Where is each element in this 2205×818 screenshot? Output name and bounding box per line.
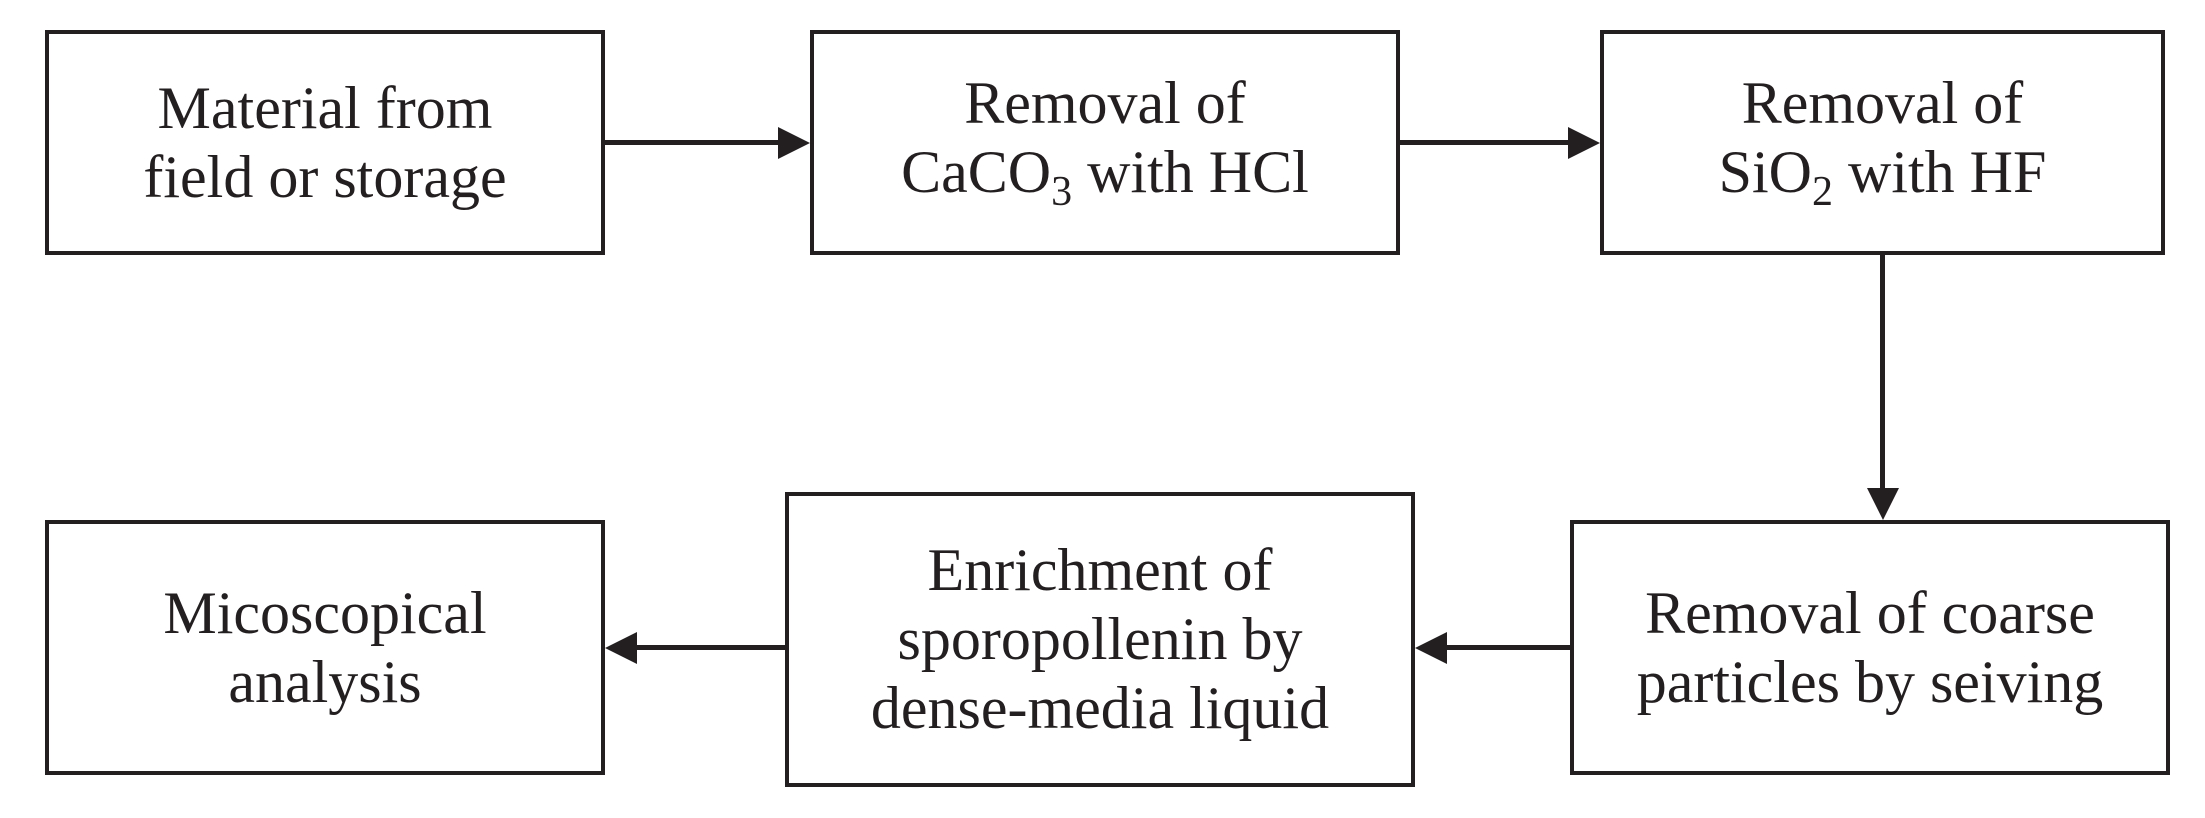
node-label-line1: Removal of	[964, 70, 1246, 136]
node-text: Micoscopical analysis	[163, 579, 486, 717]
node-label-line1: Enrichment of	[928, 537, 1273, 603]
node-label-line2-post: with HF	[1833, 139, 2046, 205]
flowchart-container: Material from field or storage Removal o…	[0, 0, 2205, 818]
flowchart-node-sieving: Removal of coarse particles by seiving	[1570, 520, 2170, 775]
node-label-line3: dense-media liquid	[871, 675, 1329, 741]
node-label-line1: Removal of	[1742, 70, 2024, 136]
node-text: Removal of SiO2 with HF	[1719, 69, 2047, 216]
node-label-subscript: 2	[1812, 169, 1833, 215]
node-text: Removal of CaCO3 with HCl	[901, 69, 1309, 216]
node-label-line1: Removal of coarse	[1645, 580, 2095, 646]
flowchart-node-caco3: Removal of CaCO3 with HCl	[810, 30, 1400, 255]
node-label-line1: Micoscopical	[163, 580, 486, 646]
node-label-line2-pre: CaCO	[901, 139, 1051, 205]
flowchart-node-sio2: Removal of SiO2 with HF	[1600, 30, 2165, 255]
node-label-line2: analysis	[228, 649, 421, 715]
flowchart-node-microscopical: Micoscopical analysis	[45, 520, 605, 775]
node-text: Removal of coarse particles by seiving	[1637, 579, 2104, 717]
node-label-subscript: 3	[1051, 169, 1072, 215]
node-label-line2: particles by seiving	[1637, 649, 2104, 715]
node-text: Enrichment of sporopollenin by dense-med…	[871, 536, 1329, 743]
node-label-line1: Material from	[158, 75, 493, 141]
node-label-line2: field or storage	[143, 144, 506, 210]
flowchart-node-enrichment: Enrichment of sporopollenin by dense-med…	[785, 492, 1415, 787]
flowchart-node-material: Material from field or storage	[45, 30, 605, 255]
node-label-line2-pre: SiO	[1719, 139, 1812, 205]
node-label-line2: sporopollenin by	[898, 606, 1303, 672]
node-label-line2-post: with HCl	[1072, 139, 1309, 205]
node-text: Material from field or storage	[143, 74, 506, 212]
